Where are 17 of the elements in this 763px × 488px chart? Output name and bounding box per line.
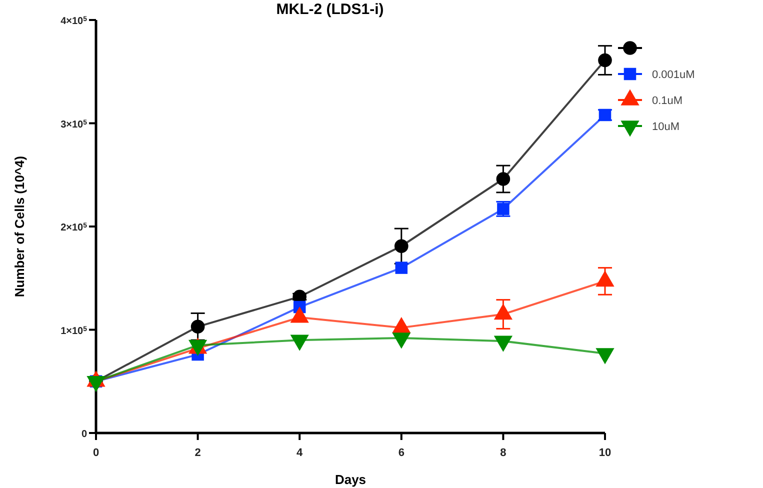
- x-tick-label: 8: [500, 447, 506, 459]
- x-tick-label: 4: [296, 447, 304, 459]
- y-tick-label: 1×10$^{5}$: [60, 325, 88, 337]
- y-axis-title: Number of Cells (10^4): [12, 156, 27, 298]
- y-tick-label: 0: [81, 429, 88, 440]
- x-axis-title: Days: [334, 472, 366, 487]
- y-tick-label: 3×10$^{5}$: [60, 118, 88, 130]
- x-tick-label: 0: [92, 447, 100, 459]
- x-tick-label: 6: [398, 447, 404, 459]
- chart-title: MKL-2 (LDS1-i): [276, 1, 384, 18]
- legend-label: 0.1uM: [652, 95, 683, 107]
- y-tick-label: 4×10$^{5}$: [60, 16, 88, 27]
- legend-label: 10uM: [652, 121, 680, 133]
- y-tick-label: 2×10$^{5}$: [60, 222, 88, 234]
- x-tick-label: 2: [194, 447, 201, 459]
- x-tick-label: 10: [598, 447, 612, 459]
- legend-label: 0.001uM: [652, 69, 695, 81]
